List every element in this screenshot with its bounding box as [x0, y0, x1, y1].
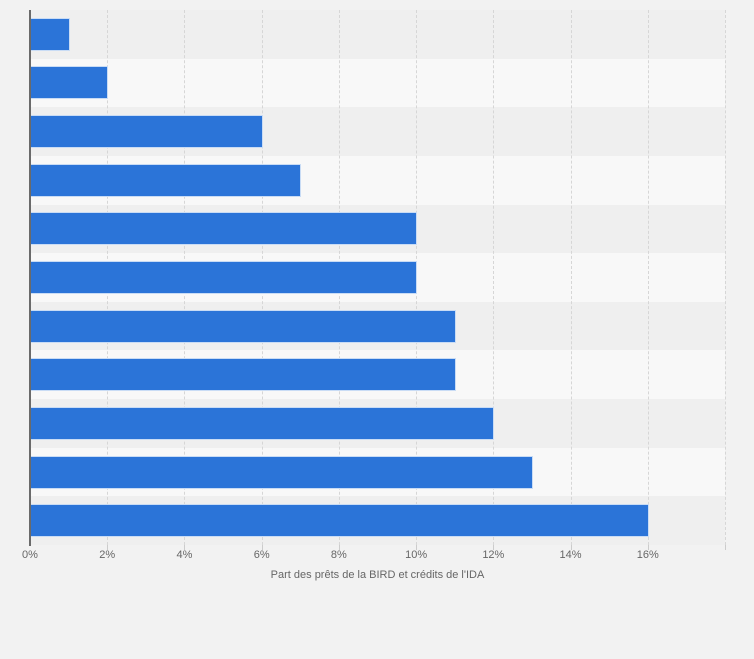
gridline [570, 10, 572, 545]
x-axis-tick [338, 545, 340, 550]
bar [31, 358, 456, 392]
gridline [647, 10, 649, 545]
x-axis-tick [493, 545, 495, 550]
bar [31, 406, 495, 440]
x-tick-label: 0% [22, 549, 38, 561]
bar [31, 66, 109, 100]
x-tick-label: 2% [99, 549, 116, 561]
bar [31, 17, 70, 51]
y-axis-line [29, 10, 31, 546]
x-tick-label: 12% [482, 549, 505, 561]
x-axis-tick [107, 545, 109, 550]
x-tick-label: 14% [559, 549, 582, 561]
x-tick-label: 10% [405, 549, 428, 561]
bar [31, 115, 263, 149]
x-axis-tick [647, 545, 649, 550]
x-tick-label: 6% [253, 549, 270, 561]
x-axis-title: Part des prêts de la BIRD et crédits de … [270, 569, 485, 581]
bar [31, 309, 456, 343]
bar [31, 212, 418, 246]
bar [31, 455, 533, 489]
x-axis-tick [416, 545, 418, 550]
x-tick-label: 8% [330, 549, 347, 561]
bar [31, 504, 649, 538]
plot-area [30, 10, 726, 545]
gridline [493, 10, 495, 545]
bar [31, 163, 302, 197]
x-axis-tick [570, 545, 572, 550]
x-tick-label: 4% [176, 549, 193, 561]
x-axis-tick [261, 545, 263, 550]
x-tick-label: 16% [636, 549, 659, 561]
bar [31, 261, 418, 294]
x-axis-tick [184, 545, 186, 550]
x-axis-tick [725, 545, 726, 550]
gridline [725, 10, 726, 545]
row-band [30, 10, 725, 59]
row-band [30, 58, 725, 108]
